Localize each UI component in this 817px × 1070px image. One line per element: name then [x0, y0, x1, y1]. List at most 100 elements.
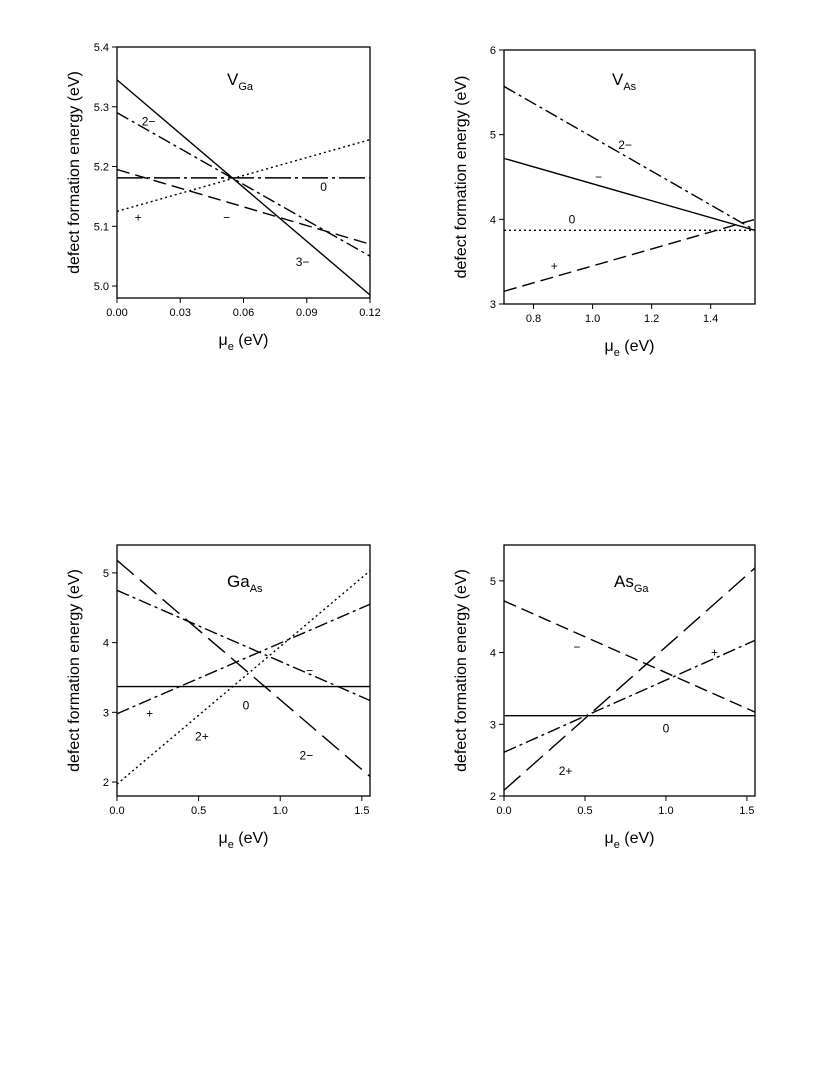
- chart-1: 0.00 0.03 0.06 0.09 0.12 5.0 5.1 5.2 5.3 5.4 2− 0 + −…: [66, 42, 381, 353]
- chart-2-y-tick-label: 6: [490, 45, 496, 57]
- chart-1-series-line: [117, 79, 370, 296]
- chart-4-charge-label: +: [711, 646, 718, 660]
- chart-3-charge-label: +: [146, 707, 153, 721]
- chart-1-charge-label: 3−: [296, 255, 310, 269]
- chart-1-x-tick-label: 0.12: [359, 307, 380, 319]
- chart-3-series-line: [117, 570, 370, 785]
- chart-2: 0.8 1.0 1.2 1.4 3 4 5 6 2− − 0 + VAs μe (eV) defect fo…: [453, 45, 756, 359]
- chart-1-x-tick-label: 0.00: [106, 307, 127, 319]
- chart-2-x-axis-unit: (eV): [620, 338, 655, 355]
- chart-3-series-line: [117, 603, 370, 715]
- chart-3-x-axis-unit: (eV): [234, 830, 269, 847]
- chart-4-title: AsGa: [614, 572, 649, 595]
- chart-3-charge-label: 0: [243, 698, 250, 712]
- chart-4-x-tick-label: 0.0: [496, 805, 511, 817]
- chart-3-x-axis-symbol: μ: [218, 830, 227, 847]
- chart-2-y-tick-label: 3: [490, 299, 496, 311]
- chart-3-y-tick-label: 4: [103, 638, 109, 650]
- chart-2-title: VAs: [612, 70, 637, 93]
- chart-1-x-axis-label: μe (eV): [218, 332, 268, 353]
- chart-4-y-axis-label: defect formation energy (eV): [453, 569, 470, 772]
- chart-4-charge-label: 0: [663, 722, 670, 736]
- chart-2-x-axis-subscript: e: [614, 347, 620, 359]
- chart-3-x-axis-label: μe (eV): [218, 830, 268, 851]
- chart-4-x-tick-label: 1.5: [739, 805, 754, 817]
- chart-2-charge-label: +: [551, 259, 558, 273]
- chart-4-x-axis-subscript: e: [614, 839, 620, 851]
- chart-1-series-line: [117, 138, 370, 213]
- chart-1-y-tick-label: 5.0: [94, 281, 109, 293]
- chart-1-x-tick-label: 0.09: [296, 307, 317, 319]
- chart-1-charge-label: −: [223, 210, 230, 224]
- chart-1-charge-label: 0: [320, 180, 327, 194]
- chart-1-x-axis-subscript: e: [228, 341, 234, 353]
- chart-1-title-subscript: Ga: [238, 81, 254, 93]
- chart-4-series-line: [504, 639, 755, 753]
- chart-4-series-line: [504, 600, 755, 713]
- chart-4-x-tick-label: 0.5: [577, 805, 592, 817]
- chart-1-charge-label: +: [135, 210, 142, 224]
- chart-4-charge-label: 2+: [559, 764, 573, 778]
- chart-3-x-tick-label: 0.0: [109, 805, 124, 817]
- chart-1-y-tick-label: 5.1: [94, 221, 109, 233]
- chart-1-y-tick-label: 5.4: [94, 42, 109, 54]
- chart-1-series-line: [117, 168, 370, 245]
- chart-4-x-tick-label: 1.0: [658, 805, 673, 817]
- chart-3-y-tick-label: 2: [103, 777, 109, 789]
- chart-4-y-tick-label: 4: [490, 648, 496, 660]
- chart-4-y-tick-label: 2: [490, 791, 496, 803]
- chart-3-title: GaAs: [227, 572, 263, 595]
- chart-3-plot-frame: [116, 544, 371, 797]
- chart-2-x-tick-label: 0.8: [526, 313, 541, 325]
- chart-2-series-line: [504, 218, 755, 292]
- chart-2-x-axis-label: μe (eV): [604, 338, 654, 359]
- chart-2-y-tick-label: 4: [490, 214, 496, 226]
- chart-2-y-axis-label: defect formation energy (eV): [453, 76, 470, 279]
- chart-2-x-axis-symbol: μ: [604, 338, 613, 355]
- chart-3-y-axis-label: defect formation energy (eV): [66, 569, 83, 772]
- chart-4-x-axis-symbol: μ: [604, 830, 613, 847]
- chart-3-x-tick-label: 1.0: [273, 805, 288, 817]
- chart-3-title-subscript: As: [250, 583, 263, 595]
- chart-1-charge-label: 2−: [142, 115, 156, 129]
- chart-2-y-tick-label: 5: [490, 130, 496, 142]
- chart-1-y-tick-label: 5.2: [94, 162, 109, 174]
- chart-4-charge-label: −: [573, 640, 580, 654]
- chart-4-series-line: [504, 567, 755, 791]
- chart-4: 0.0 0.5 1.0 1.5 2 3 4 5 − +0 2+ AsGa μe (eV) defect f…: [453, 544, 756, 851]
- chart-2-series-line: [504, 157, 755, 232]
- chart-4-y-tick-label: 5: [490, 576, 496, 588]
- chart-1-y-axis-label: defect formation energy (eV): [66, 71, 83, 274]
- chart-3-y-tick-label: 5: [103, 568, 109, 580]
- chart-1-series-line: [117, 112, 370, 257]
- chart-3-series-line: [117, 559, 370, 778]
- chart-3-charge-label: 2−: [299, 749, 313, 763]
- chart-2-x-tick-label: 1.4: [703, 313, 718, 325]
- chart-4-y-tick-label: 3: [490, 719, 496, 731]
- chart-2-charge-label: 2−: [618, 138, 632, 152]
- chart-1-x-axis-unit: (eV): [234, 332, 269, 349]
- chart-3-series-line: [117, 589, 370, 702]
- chart-1-title: VGa: [227, 70, 254, 93]
- chart-2-title-subscript: As: [623, 81, 636, 93]
- chart-3-x-tick-label: 0.5: [191, 805, 206, 817]
- chart-3-charge-label: −: [306, 664, 313, 678]
- chart-3: 0.0 0.5 1.0 1.5 2 3 4 5 − 0 +2+ 2− GaAs μe (eV) defect…: [66, 544, 371, 851]
- chart-2-series-line: [504, 85, 755, 231]
- chart-1-x-tick-label: 0.03: [170, 307, 191, 319]
- chart-3-x-tick-label: 1.5: [354, 805, 369, 817]
- chart-4-x-axis-unit: (eV): [620, 830, 655, 847]
- chart-4-x-axis-label: μe (eV): [604, 830, 654, 851]
- chart-3-x-axis-subscript: e: [228, 839, 234, 851]
- chart-3-y-tick-label: 3: [103, 707, 109, 719]
- chart-2-x-tick-label: 1.2: [644, 313, 659, 325]
- chart-4-plot-frame: [503, 544, 756, 797]
- chart-2-charge-label: −: [595, 170, 602, 184]
- chart-4-title-subscript: Ga: [634, 583, 650, 595]
- chart-2-x-tick-label: 1.0: [585, 313, 600, 325]
- chart-1-x-tick-label: 0.06: [233, 307, 254, 319]
- chart-1-x-axis-symbol: μ: [218, 332, 227, 349]
- chart-2-charge-label: 0: [569, 212, 576, 226]
- chart-1-y-tick-label: 5.3: [94, 102, 109, 114]
